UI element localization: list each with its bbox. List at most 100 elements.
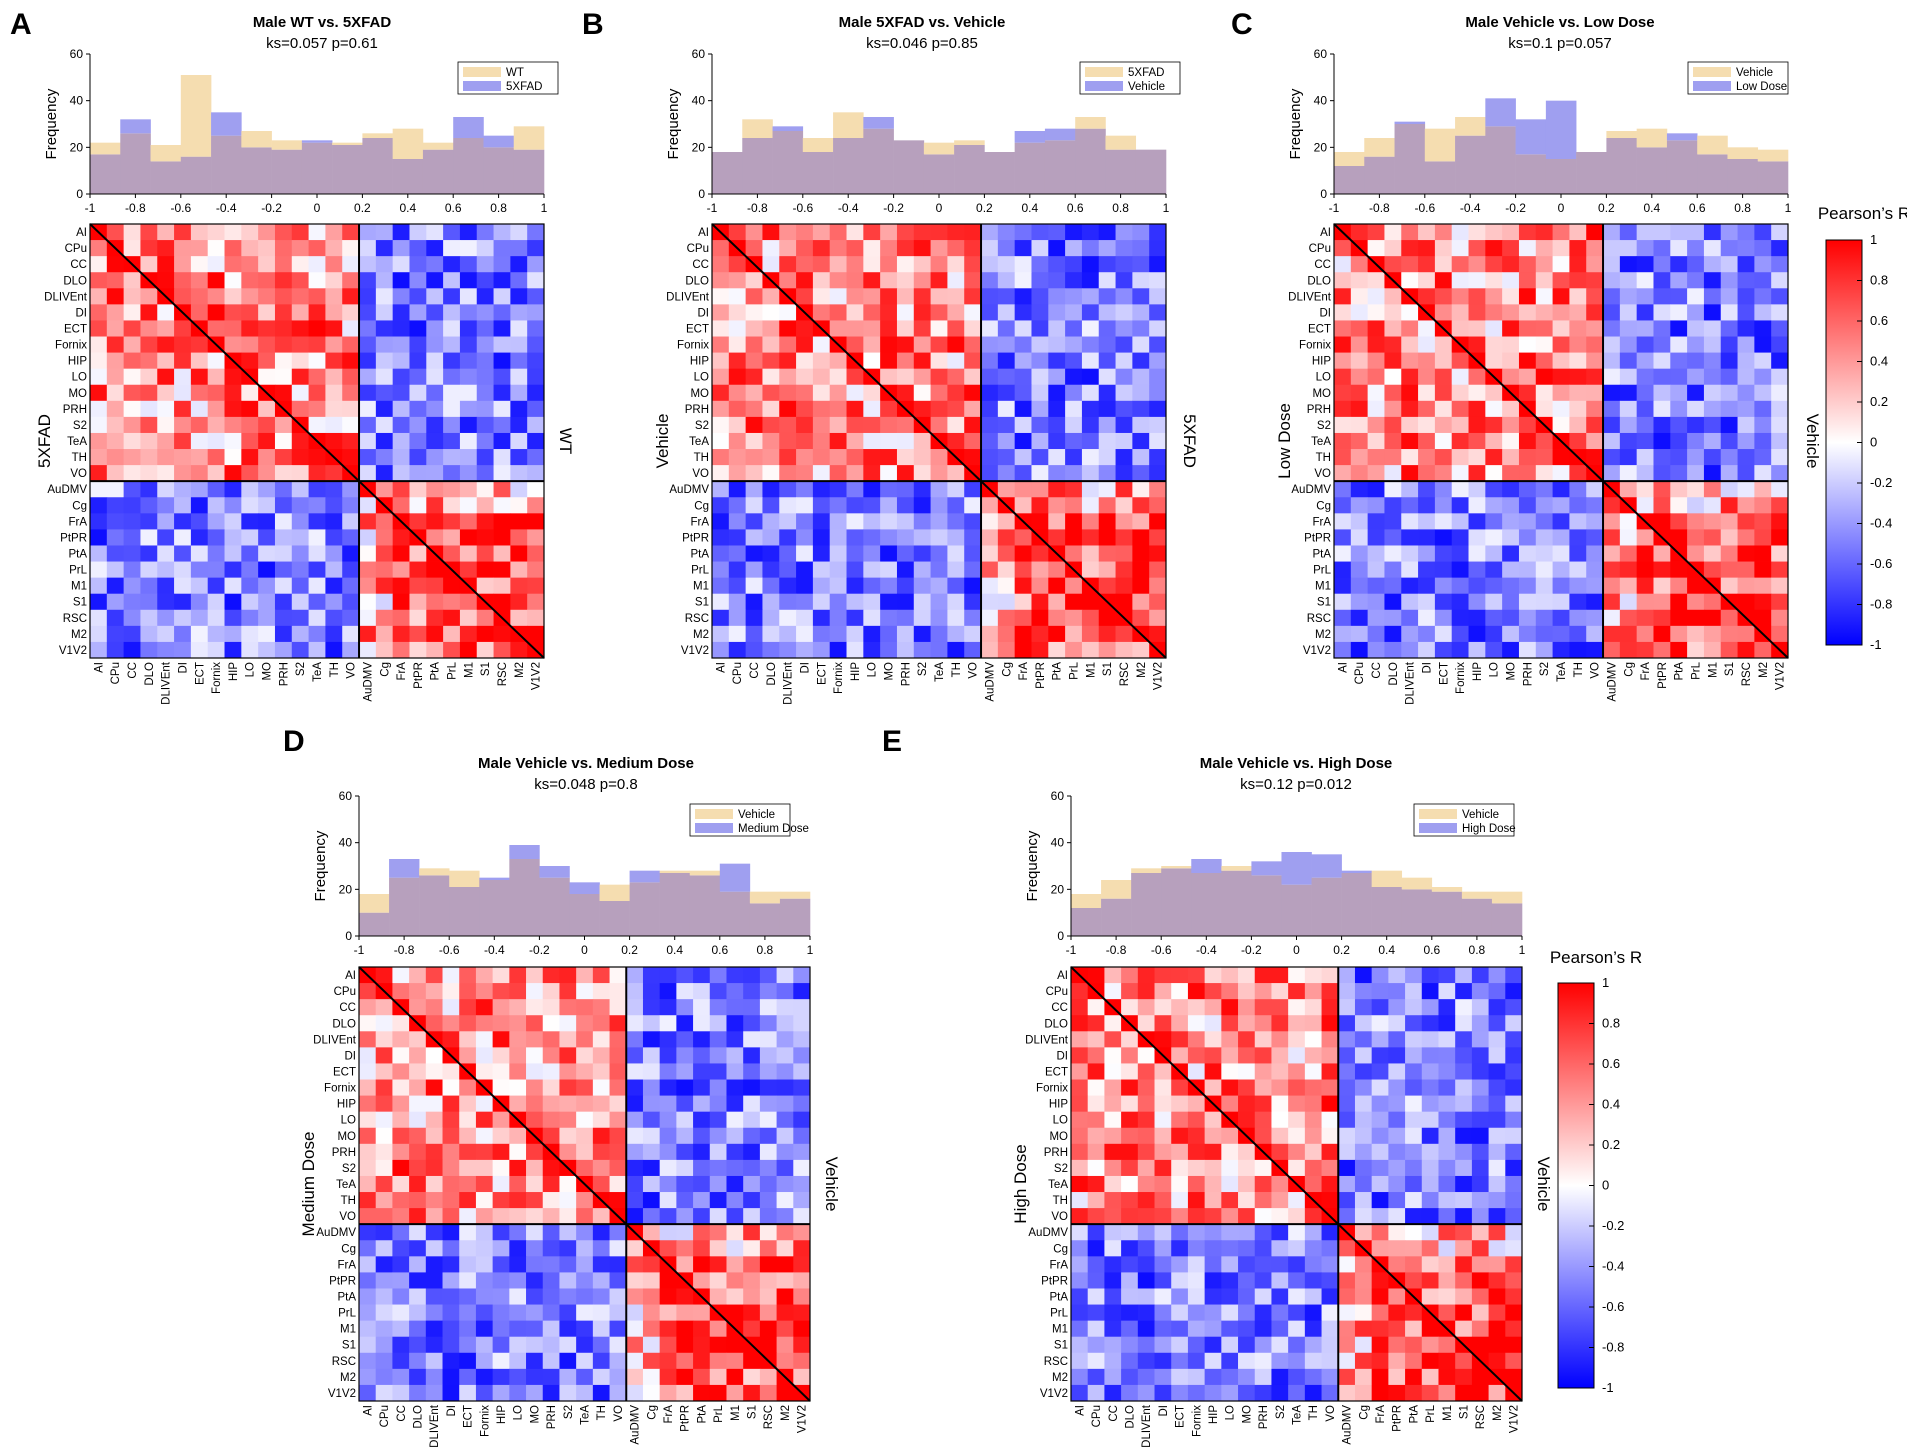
matrix-cell xyxy=(1737,577,1755,595)
matrix-cell xyxy=(510,593,528,611)
matrix-cell xyxy=(1171,1224,1189,1241)
matrix-cell xyxy=(743,1047,761,1064)
hist-x-tick-label: -1 xyxy=(85,201,96,215)
matrix-cell xyxy=(90,320,108,337)
matrix-cell xyxy=(392,577,410,595)
matrix-cell xyxy=(1421,1031,1439,1048)
matrix-cell xyxy=(1754,577,1772,595)
matrix-row-label: CPu xyxy=(1309,243,1331,255)
matrix-cell xyxy=(425,1079,443,1096)
matrix-cell xyxy=(728,449,747,466)
matrix-cell xyxy=(476,449,494,466)
matrix-cell xyxy=(1636,224,1654,241)
matrix-cell xyxy=(1171,999,1189,1016)
matrix-cell xyxy=(1254,1256,1272,1273)
matrix-cell xyxy=(1149,368,1167,386)
matrix-cell xyxy=(492,1031,510,1048)
matrix-cell xyxy=(1071,1336,1089,1354)
matrix-cell xyxy=(409,288,427,305)
matrix-cell xyxy=(1288,1031,1306,1048)
hist-bar-overlap xyxy=(483,147,515,194)
matrix-cell xyxy=(90,304,108,321)
legend-swatch xyxy=(1085,67,1123,77)
matrix-cell xyxy=(1384,577,1402,595)
matrix-row-label: TH xyxy=(694,452,709,464)
matrix-cell xyxy=(1754,352,1772,370)
matrix-cell xyxy=(759,1175,777,1193)
matrix-cell xyxy=(609,1304,627,1322)
matrix-cell xyxy=(526,1031,544,1048)
matrix-cell xyxy=(90,513,108,530)
matrix-cell xyxy=(1619,224,1638,241)
matrix-cell xyxy=(626,1208,644,1225)
matrix-cell xyxy=(1488,1031,1506,1048)
matrix-cell xyxy=(709,1095,727,1113)
matrix-cell xyxy=(709,1159,727,1177)
matrix-cell xyxy=(174,320,192,337)
matrix-cell xyxy=(913,224,931,241)
matrix-row-label: RSC xyxy=(1044,1356,1068,1368)
hist-bar-first xyxy=(1697,135,1728,155)
matrix-cell xyxy=(592,1159,610,1177)
matrix-cell xyxy=(964,400,982,418)
hist-x-tick-label: 1 xyxy=(541,201,548,215)
matrix-cell xyxy=(342,240,360,257)
matrix-row-label: FrA xyxy=(690,516,709,528)
matrix-cell xyxy=(409,1320,427,1338)
matrix-cell xyxy=(1670,368,1688,386)
matrix-cell xyxy=(609,1320,627,1338)
matrix-cell xyxy=(1014,256,1032,273)
hist-bar-overlap xyxy=(120,133,151,194)
matrix-cell xyxy=(157,545,175,562)
matrix-cell xyxy=(1304,1047,1322,1064)
matrix-cell xyxy=(90,641,108,659)
matrix-cell xyxy=(1418,545,1436,562)
matrix-cell xyxy=(1104,1272,1122,1289)
matrix-cell xyxy=(1031,561,1049,579)
matrix-cell xyxy=(375,1079,393,1096)
matrix-cell xyxy=(493,561,511,579)
matrix-cell xyxy=(1754,272,1772,289)
matrix-cell xyxy=(1014,449,1032,466)
matrix-cell xyxy=(1451,465,1469,482)
hist-x-tick-label: 0.4 xyxy=(399,201,416,215)
matrix-cell xyxy=(726,1224,744,1241)
matrix-cell xyxy=(1771,384,1789,402)
matrix-cell xyxy=(693,983,711,1000)
matrix-cell xyxy=(542,1240,560,1257)
matrix-cell xyxy=(676,1175,694,1193)
matrix-cell xyxy=(846,336,864,353)
hist-bar-second xyxy=(120,119,151,134)
matrix-cell xyxy=(509,1224,527,1241)
matrix-cell xyxy=(743,1192,761,1209)
hist-bar-overlap xyxy=(1251,875,1282,936)
matrix-cell xyxy=(1221,1192,1239,1209)
matrix-cell xyxy=(1048,529,1066,546)
hist-bar-second xyxy=(1485,98,1516,127)
matrix-cell xyxy=(392,1384,410,1402)
matrix-cell xyxy=(224,449,242,466)
matrix-cell xyxy=(1238,1192,1256,1209)
matrix-cell xyxy=(1354,1111,1373,1129)
matrix-cell xyxy=(359,432,377,450)
matrix-cell xyxy=(409,967,427,984)
matrix-col-label: DLO xyxy=(412,1405,424,1429)
matrix-cell xyxy=(1485,320,1503,337)
matrix-cell xyxy=(106,320,125,337)
hist-bar-overlap xyxy=(1191,873,1222,936)
matrix-row-label: S2 xyxy=(1054,1163,1068,1175)
matrix-cell xyxy=(190,368,209,386)
matrix-cell xyxy=(1367,224,1385,241)
matrix-cell xyxy=(1703,561,1722,579)
matrix-cell xyxy=(1121,1063,1139,1080)
matrix-cell xyxy=(409,983,427,1000)
matrix-row-label: Fornix xyxy=(677,340,709,352)
matrix-cell xyxy=(1334,240,1352,257)
matrix-cell xyxy=(509,999,527,1016)
matrix-cell xyxy=(880,641,898,659)
matrix-cell xyxy=(1081,545,1100,562)
matrix-cell xyxy=(1771,513,1789,530)
matrix-cell xyxy=(626,1304,644,1322)
matrix-cell xyxy=(1288,1208,1306,1225)
matrix-cell xyxy=(476,256,494,273)
